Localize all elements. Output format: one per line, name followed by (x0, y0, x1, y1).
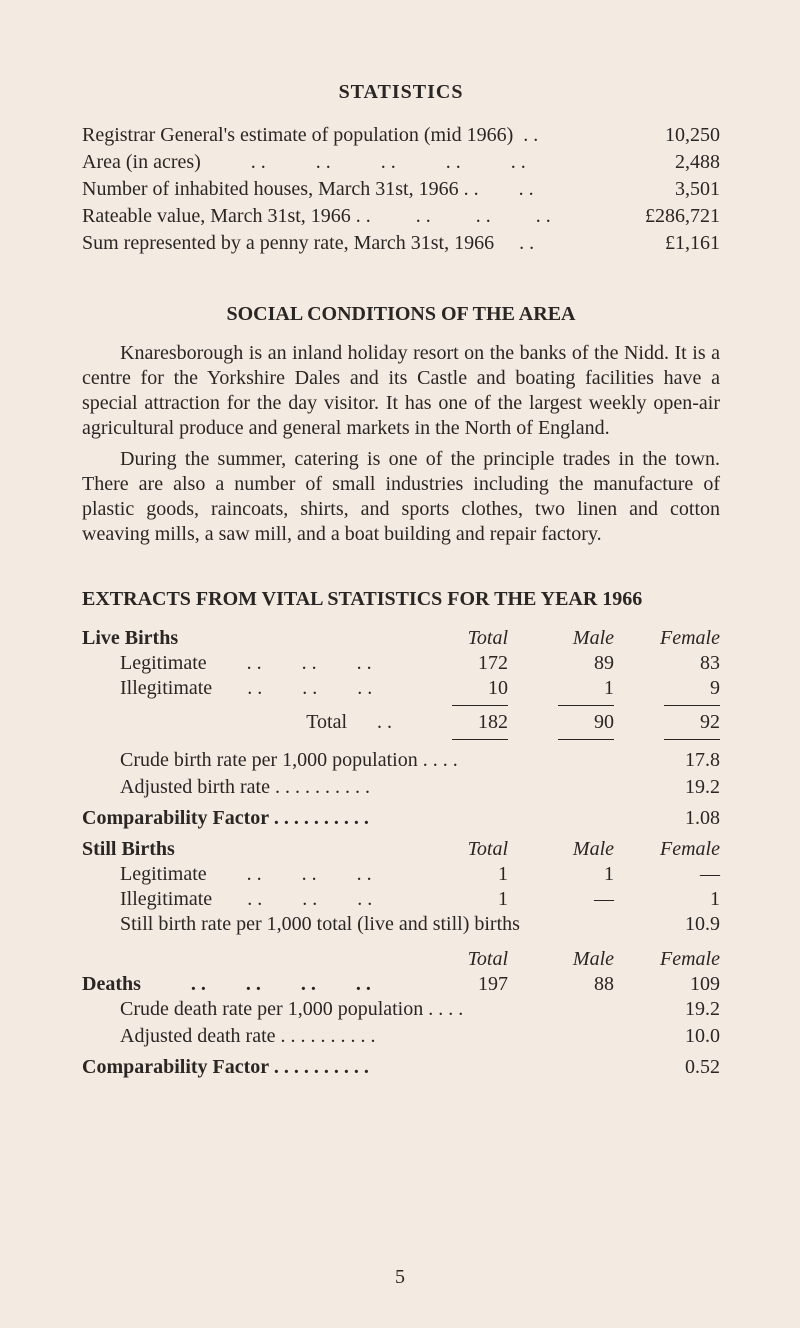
cell: 182 (408, 710, 508, 735)
col-female: Female (620, 837, 720, 862)
stat-value: 3,501 (675, 177, 720, 202)
stat-value: £1,161 (665, 231, 720, 256)
stat-row: Sum represented by a penny rate, March 3… (82, 231, 720, 256)
paragraph: During the summer, catering is one of th… (82, 447, 720, 547)
rate-label: Crude birth rate per 1,000 population . … (82, 748, 458, 773)
col-total: Total (408, 626, 508, 651)
rate-row: Adjusted death rate . . . . . . . . . . … (82, 1024, 720, 1049)
still-births-table: Still Births Total Male Female Legitimat… (82, 837, 720, 912)
row-label-total: Total . . (82, 710, 402, 735)
row-label: Illegitimate . . . . . . (82, 887, 402, 912)
cell: 1 (408, 887, 508, 912)
stat-label: Area (in acres) . . . . . . . . . . (82, 150, 526, 175)
cell: 10 (408, 676, 508, 701)
top-stats-block: Registrar General's estimate of populati… (82, 123, 720, 256)
comparability-row: Comparability Factor . . . . . . . . . .… (82, 1055, 720, 1080)
rate-value: 10.0 (685, 1024, 720, 1049)
cell: 9 (620, 676, 720, 701)
col-female: Female (620, 626, 720, 651)
rate-value: 19.2 (685, 997, 720, 1022)
rule-line (664, 739, 720, 740)
title-extracts: EXTRACTS FROM VITAL STATISTICS FOR THE Y… (82, 587, 720, 612)
stat-value: £286,721 (645, 204, 720, 229)
rate-value: 19.2 (685, 775, 720, 800)
title-statistics: STATISTICS (82, 80, 720, 105)
cell: 172 (408, 651, 508, 676)
cell: — (514, 887, 614, 912)
paragraph: Knaresborough is an inland holiday resor… (82, 341, 720, 441)
cell: 197 (408, 972, 508, 997)
cell: 88 (514, 972, 614, 997)
cell: 89 (514, 651, 614, 676)
deaths-table: Total Male Female Deaths . . . . . . . .… (82, 947, 720, 997)
rate-row: Crude birth rate per 1,000 population . … (82, 748, 720, 773)
rate-value: 10.9 (685, 912, 720, 937)
rule-line (452, 739, 508, 740)
stat-row: Area (in acres) . . . . . . . . . . 2,48… (82, 150, 720, 175)
rate-label: Adjusted death rate . . . . . . . . . . (82, 1024, 376, 1049)
stat-value: 2,488 (675, 150, 720, 175)
cell: 1 (514, 676, 614, 701)
col-total: Total (408, 837, 508, 862)
label-live-births: Live Births (82, 626, 402, 651)
rule-line (452, 705, 508, 706)
comparability-label: Comparability Factor . . . . . . . . . . (82, 806, 369, 831)
stat-row: Registrar General's estimate of populati… (82, 123, 720, 148)
col-male: Male (514, 837, 614, 862)
cell: 1 (514, 862, 614, 887)
col-male: Male (514, 626, 614, 651)
comparability-value: 0.52 (685, 1055, 720, 1080)
col-female: Female (620, 947, 720, 972)
cell: 1 (620, 887, 720, 912)
title-social-conditions: SOCIAL CONDITIONS OF THE AREA (82, 302, 720, 327)
comparability-label: Comparability Factor . . . . . . . . . . (82, 1055, 369, 1080)
page-number: 5 (0, 1265, 800, 1290)
rule-line (664, 705, 720, 706)
rate-value: 17.8 (685, 748, 720, 773)
label-deaths: Deaths . . . . . . . . (82, 972, 402, 997)
row-label: Legitimate . . . . . . (82, 651, 402, 676)
cell: 92 (620, 710, 720, 735)
rate-row: Crude death rate per 1,000 population . … (82, 997, 720, 1022)
label-still-births: Still Births (82, 837, 402, 862)
document-page: STATISTICS Registrar General's estimate … (0, 0, 800, 1328)
comparability-value: 1.08 (685, 806, 720, 831)
stat-label: Rateable value, March 31st, 1966 . . . .… (82, 204, 551, 229)
row-label: Legitimate . . . . . . (82, 862, 402, 887)
cell: 1 (408, 862, 508, 887)
rate-label: Crude death rate per 1,000 population . … (82, 997, 463, 1022)
stat-row: Number of inhabited houses, March 31st, … (82, 177, 720, 202)
stat-value: 10,250 (665, 123, 720, 148)
comparability-row: Comparability Factor . . . . . . . . . .… (82, 806, 720, 831)
rule-line (558, 739, 614, 740)
rate-row: Still birth rate per 1,000 total (live a… (82, 912, 720, 937)
col-total: Total (408, 947, 508, 972)
rate-label: Still birth rate per 1,000 total (live a… (82, 912, 520, 937)
stat-label: Number of inhabited houses, March 31st, … (82, 177, 534, 202)
stat-label: Sum represented by a penny rate, March 3… (82, 231, 534, 256)
stat-row: Rateable value, March 31st, 1966 . . . .… (82, 204, 720, 229)
rate-label: Adjusted birth rate . . . . . . . . . . (82, 775, 370, 800)
live-births-table: Live Births Total Male Female Legitimate… (82, 626, 720, 744)
cell: 109 (620, 972, 720, 997)
col-male: Male (514, 947, 614, 972)
rate-row: Adjusted birth rate . . . . . . . . . . … (82, 775, 720, 800)
cell: 83 (620, 651, 720, 676)
rule-line (558, 705, 614, 706)
stat-label: Registrar General's estimate of populati… (82, 123, 538, 148)
row-label: Illegitimate . . . . . . (82, 676, 402, 701)
cell: 90 (514, 710, 614, 735)
cell: — (620, 862, 720, 887)
